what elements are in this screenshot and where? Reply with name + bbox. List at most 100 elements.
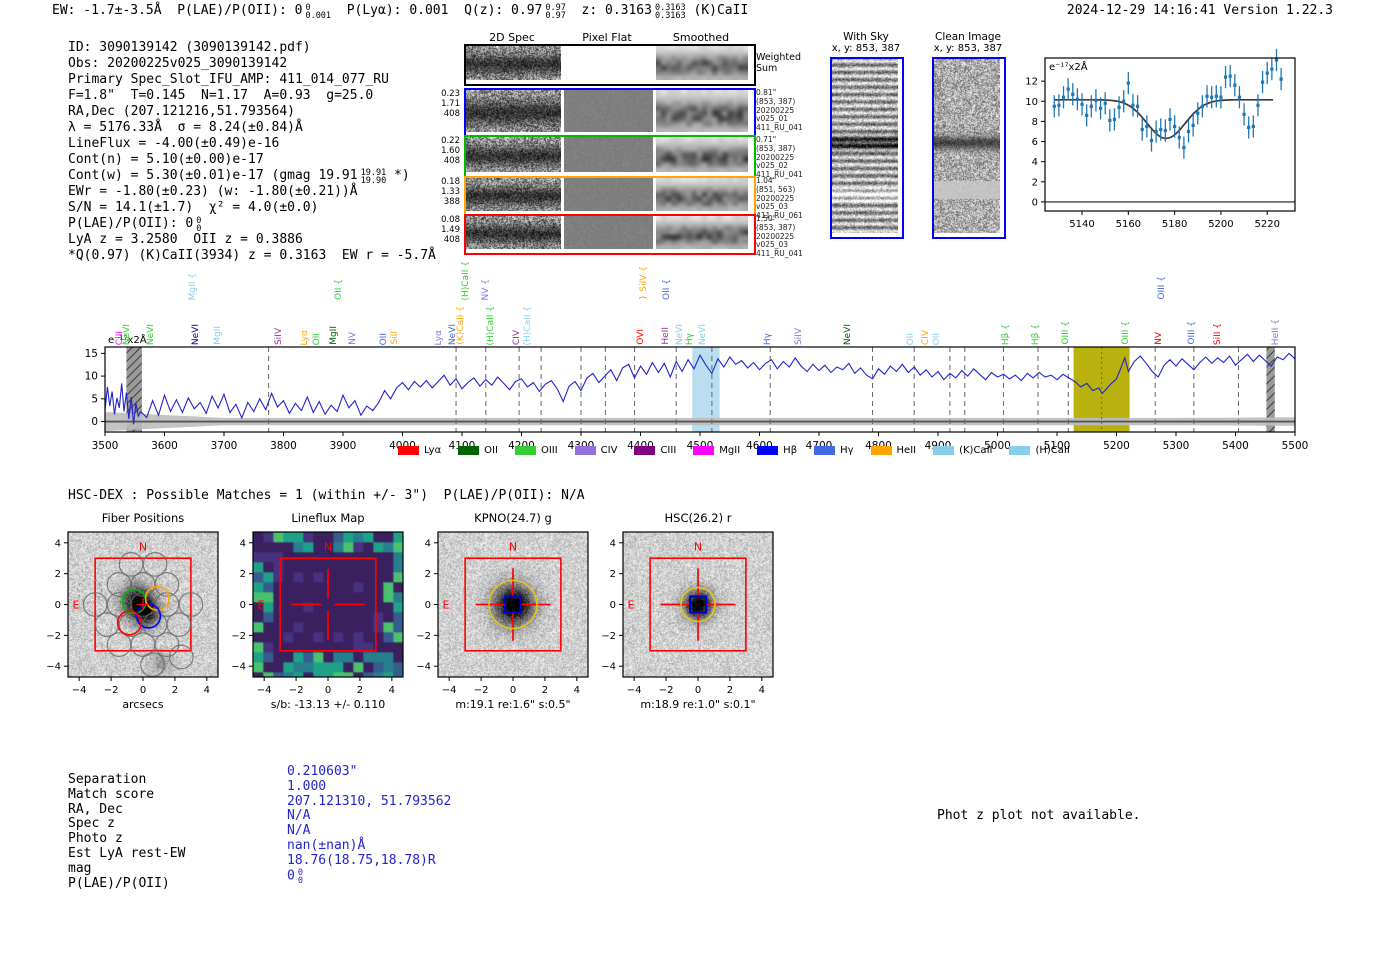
- legend-item: CIII: [634, 445, 676, 456]
- cutout-xlabel: m:18.9 re:1.0" s:0.1": [640, 698, 755, 711]
- x-tick-label: 2: [542, 685, 548, 696]
- fraction-bottom: 0.001: [305, 11, 332, 21]
- data-point: [1177, 135, 1181, 140]
- data-point: [1210, 95, 1214, 99]
- info-text: F=1.8" T=0.145 N=1.17 A=0.93 g=25.0: [68, 88, 374, 103]
- data-point: [1140, 127, 1144, 132]
- fiber-id-labels: 0.71" (853, 387) 20200225 v025_02 411_RU_041: [756, 135, 803, 180]
- emission-line-label: NeVI: [698, 323, 709, 345]
- spec2d-panel: [656, 216, 748, 249]
- spec2d-panel: [466, 178, 561, 211]
- x-tick-label: −2: [289, 685, 304, 696]
- y-tick-label: 2: [1032, 177, 1038, 188]
- emission-line-label: (H)CaII {: [523, 305, 534, 346]
- emission-line-label: SiII {: [1213, 322, 1224, 345]
- 2d-spec-image: [466, 178, 561, 211]
- cutout-panel: N E −4 −4 −2 −2 0 0 2 2 4 4 m:18.9 re:1.0" s:0.1": [585, 525, 785, 725]
- compass-east-label: E: [73, 599, 80, 612]
- cutout-overlay-svg: N E −4 −4 −2 −2 0 0 2 2 4 4 m:18.9 re:1.0" s:0.1": [601, 531, 774, 711]
- legend-label: OIII: [540, 445, 558, 456]
- match-table-value: 18.76(18.75,18.78)R: [287, 853, 451, 869]
- stacked-fraction: 0 0.001: [305, 3, 332, 21]
- x-tick-label: 5300: [1163, 440, 1190, 452]
- emission-line-label: SiIV: [273, 327, 284, 345]
- match-value-text: 1.000: [287, 778, 327, 794]
- emission-line-label: Hβ {: [1030, 323, 1041, 345]
- fraction-top: 0: [297, 867, 303, 878]
- match-value-text: nan(±nan)Å: [287, 837, 366, 853]
- y-tick-label: 2: [240, 569, 246, 580]
- legend-swatch: [1009, 446, 1031, 455]
- legend-swatch: [870, 446, 892, 455]
- data-point: [1075, 97, 1080, 101]
- fraction-bottom: 0: [297, 876, 303, 887]
- emission-line-label: NV: [347, 332, 358, 345]
- 2d-spec-image: [466, 137, 561, 172]
- spec2d-col-header: 2D Spec: [489, 31, 535, 44]
- match-table-value: N/A: [287, 823, 451, 839]
- emission-line-label: } SiIV {: [639, 265, 650, 300]
- y-tick-label: −4: [601, 662, 616, 673]
- data-point: [1200, 104, 1205, 108]
- x-tick-label: 2: [357, 685, 363, 696]
- smoothed-image: [656, 216, 748, 249]
- fiber-id-text: 20200225: [756, 193, 795, 203]
- fiber-id-text: v025_01: [756, 114, 789, 124]
- x-tick-label: −4: [442, 685, 457, 696]
- info-text: LineFlux = -4.00(±0.49)e-16: [68, 136, 280, 151]
- emission-line-label: NeVI: [675, 323, 686, 345]
- x-tick-label: 5220: [1254, 219, 1279, 230]
- x-tick-label: 5200: [1208, 219, 1233, 230]
- x-tick-label: 0: [140, 685, 146, 696]
- x-tick-label: −4: [257, 685, 272, 696]
- y-tick-label: −4: [416, 662, 431, 673]
- pixel-flat-image: [564, 178, 653, 211]
- smoothed-image: [656, 46, 748, 80]
- data-point: [1085, 113, 1089, 117]
- data-point: [1061, 95, 1066, 99]
- match-table-label: Photo z: [68, 831, 123, 847]
- spec2d-row: [464, 88, 756, 138]
- info-text: λ = 5176.33Å σ = 8.24(±0.84)Å: [68, 120, 303, 135]
- weighted-sum-label: Weighted Sum: [756, 52, 801, 74]
- legend-item: HeII: [870, 445, 916, 456]
- sky-panel-coords: x, y: 853, 387: [933, 43, 1003, 54]
- x-tick-label: 3700: [211, 440, 238, 452]
- fiber-id-text: 0.71": [756, 135, 777, 144]
- emission-line-label: SiIV: [793, 327, 804, 345]
- emission-line-label: OII {: [333, 279, 344, 300]
- compass-north-label: N: [509, 541, 517, 554]
- x-tick-label: 5140: [1069, 219, 1094, 230]
- 2d-spec-image: [466, 90, 561, 132]
- fiber-weight-value: 408: [443, 156, 460, 166]
- data-point: [1057, 103, 1061, 107]
- cutout-title: KPNO(24.7) g: [474, 511, 552, 525]
- emission-line-label: Hγ: [763, 332, 774, 345]
- fraction-bottom: 0: [196, 224, 202, 234]
- y-tick-label: 4: [55, 538, 61, 549]
- data-point: [1052, 104, 1056, 108]
- fiber-id-text: 1.04": [756, 176, 777, 185]
- info-line: λ = 5176.33Å σ = 8.24(±0.84)Å: [68, 120, 436, 136]
- info-line: Primary Spec_Slot_IFU_AMP: 411_014_077_R…: [68, 72, 436, 88]
- cutout-title: Fiber Positions: [101, 511, 185, 525]
- info-text: P(LAE)/P(OII): 0: [68, 216, 194, 231]
- masked-region-band: [1266, 347, 1275, 432]
- data-point: [1205, 94, 1209, 98]
- info-text: Cont(w) = 5.30(±0.01)e-17 (gmag 19.91: [68, 168, 358, 183]
- legend-item: OII: [458, 445, 498, 456]
- data-point: [1256, 103, 1260, 107]
- emission-line-label: OII: [931, 332, 942, 345]
- y-tick-label: 0: [425, 600, 431, 611]
- emission-line-label: OIII {: [1156, 276, 1167, 300]
- fiber-circle-dashed: [77, 578, 102, 604]
- flux-units-label: e⁻¹⁷x2Å: [1049, 60, 1088, 73]
- info-line: F=1.8" T=0.145 N=1.17 A=0.93 g=25.0: [68, 88, 436, 104]
- x-tick-label: 0: [695, 685, 701, 696]
- legend-swatch: [398, 446, 419, 455]
- fiber-circle: [166, 612, 192, 637]
- y-tick-label: −4: [46, 662, 61, 673]
- legend-swatch: [933, 446, 955, 455]
